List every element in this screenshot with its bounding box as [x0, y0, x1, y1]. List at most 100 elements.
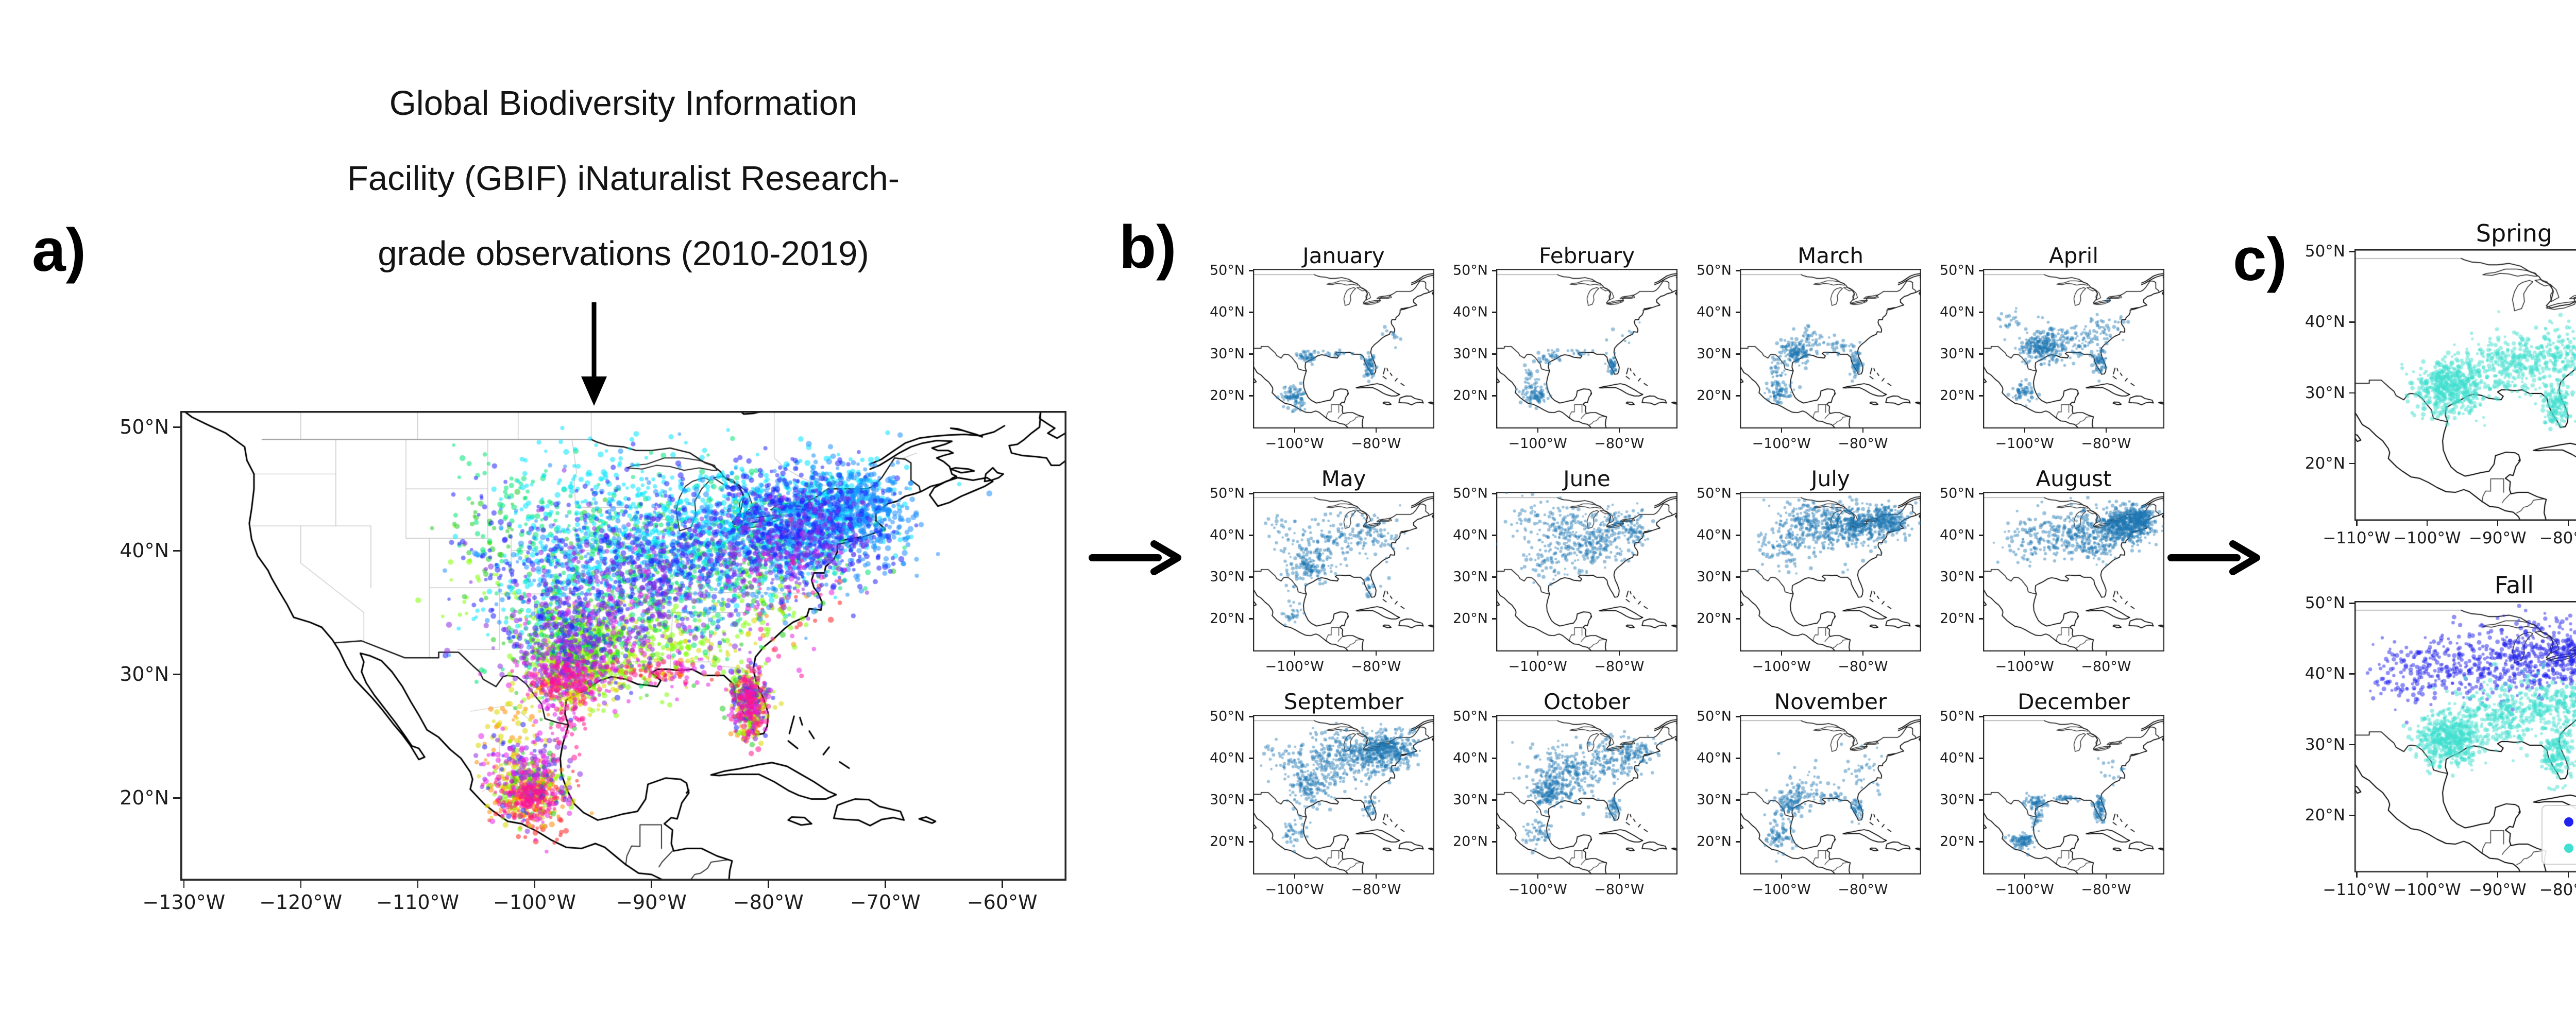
subplot-title-spring: Spring — [2476, 219, 2553, 247]
x-tick-label: −100°W — [1508, 882, 1567, 898]
subplot-title-january: January — [1302, 243, 1385, 268]
y-tickmark — [1979, 618, 1983, 620]
x-tick-label: −80°W — [2081, 659, 2131, 675]
y-tick-label: 50°N — [1452, 262, 1488, 279]
subplot-title-june: June — [1563, 466, 1611, 491]
y-tickmark — [1736, 716, 1740, 717]
y-tick-label: 30°N — [2304, 735, 2345, 754]
y-tick-label: 50°N — [1939, 262, 1975, 279]
y-tickmark — [1249, 716, 1253, 717]
subplot-title-fall: Fall — [2495, 571, 2534, 599]
map-canvas-fall — [2354, 601, 2576, 872]
x-tick-label: −100°W — [2393, 529, 2461, 547]
panel-a-label: a) — [32, 216, 86, 284]
y-tickmark — [2349, 744, 2354, 746]
y-tick-label: 20°N — [1939, 387, 1975, 404]
x-tickmark — [534, 881, 536, 888]
y-tickmark — [1979, 841, 1983, 843]
x-tickmark — [1781, 651, 1783, 656]
x-tick-label: −110°W — [2323, 529, 2391, 547]
x-tick-label: −100°W — [1752, 436, 1811, 452]
y-tickmark — [173, 797, 180, 799]
y-tickmark — [2349, 673, 2354, 675]
y-tick-label: 50°N — [1209, 262, 1245, 279]
y-tick-label: 50°N — [1209, 485, 1245, 502]
x-tickmark — [1375, 651, 1377, 656]
y-tickmark — [1736, 270, 1740, 271]
y-tickmark — [1492, 716, 1496, 717]
y-tick-label: 40°N — [1939, 304, 1975, 320]
map-canvas-february — [1496, 269, 1677, 428]
map-canvas-october — [1496, 715, 1677, 874]
x-tick-label: −100°W — [1508, 659, 1567, 675]
y-tickmark — [1249, 270, 1253, 271]
y-tick-label: 30°N — [1939, 346, 1975, 362]
x-tickmark — [1294, 651, 1296, 656]
y-tickmark — [1249, 758, 1253, 759]
y-tick-label: 30°N — [1452, 346, 1488, 362]
x-tick-label: −110°W — [2323, 881, 2391, 899]
x-tick-label: −110°W — [376, 891, 460, 914]
x-tickmark — [1537, 874, 1539, 879]
subplot-title-may: May — [1321, 466, 1366, 491]
y-tickmark — [1249, 395, 1253, 397]
y-tick-label: 20°N — [2304, 805, 2345, 825]
x-tickmark — [2356, 521, 2358, 526]
x-tickmark — [1781, 428, 1783, 433]
x-tick-label: −70°W — [850, 891, 921, 914]
x-tick-label: −100°W — [1265, 882, 1324, 898]
y-tick-label: 50°N — [1209, 708, 1245, 725]
y-tick-label: 40°N — [1696, 304, 1732, 320]
y-tick-label: 30°N — [1696, 346, 1732, 362]
y-tickmark — [1492, 799, 1496, 801]
map-canvas-june — [1496, 492, 1677, 651]
x-tick-label: −60°W — [967, 891, 1038, 914]
x-tick-label: −80°W — [1351, 436, 1401, 452]
y-tick-label: 50°N — [1696, 262, 1732, 279]
x-tickmark — [1375, 428, 1377, 433]
y-tickmark — [1492, 312, 1496, 313]
y-tickmark — [1736, 618, 1740, 620]
subplot-title-december: December — [2018, 689, 2130, 714]
y-tick-label: 30°N — [1209, 569, 1245, 585]
y-tickmark — [1492, 535, 1496, 536]
y-tickmark — [1736, 758, 1740, 759]
y-tick-label: 20°N — [1939, 833, 1975, 850]
x-tickmark — [1537, 651, 1539, 656]
map-canvas-september — [1253, 715, 1434, 874]
y-tick-label: 20°N — [1696, 610, 1732, 627]
y-tickmark — [1492, 395, 1496, 397]
y-tick-label: 40°N — [1209, 304, 1245, 320]
x-tickmark — [2024, 874, 2026, 879]
y-tick-label: 30°N — [1209, 346, 1245, 362]
y-tickmark — [1979, 353, 1983, 355]
x-tickmark — [2567, 521, 2569, 526]
x-tickmark — [1618, 428, 1620, 433]
map-canvas-january — [1253, 269, 1434, 428]
x-tick-label: −100°W — [1265, 436, 1324, 452]
y-tick-label: 30°N — [1696, 792, 1732, 808]
x-tickmark — [1618, 651, 1620, 656]
y-tickmark — [1736, 535, 1740, 536]
x-tick-label: −100°W — [1508, 436, 1567, 452]
x-tick-label: −80°W — [1594, 659, 1645, 675]
y-tick-label: 40°N — [1939, 527, 1975, 543]
dataset-title-line2: Facility (GBIF) iNaturalist Research- — [347, 159, 900, 198]
x-tick-label: −100°W — [1995, 659, 2054, 675]
down-arrow-icon — [581, 302, 607, 406]
y-tick-label: 30°N — [1452, 569, 1488, 585]
map-canvas-november — [1740, 715, 1921, 874]
x-tick-label: −100°W — [1995, 436, 2054, 452]
y-tick-label: 50°N — [1939, 708, 1975, 725]
x-tick-label: −80°W — [733, 891, 804, 914]
x-tick-label: −100°W — [1265, 659, 1324, 675]
legend-item-north: North — [2543, 810, 2576, 833]
x-tickmark — [2356, 872, 2358, 878]
y-tick-label: 30°N — [1452, 792, 1488, 808]
y-tick-label: 50°N — [1452, 485, 1488, 502]
y-tickmark — [1736, 493, 1740, 494]
x-tick-label: −80°W — [1351, 659, 1401, 675]
y-tick-label: 40°N — [120, 539, 169, 562]
y-tick-label: 50°N — [120, 416, 169, 439]
